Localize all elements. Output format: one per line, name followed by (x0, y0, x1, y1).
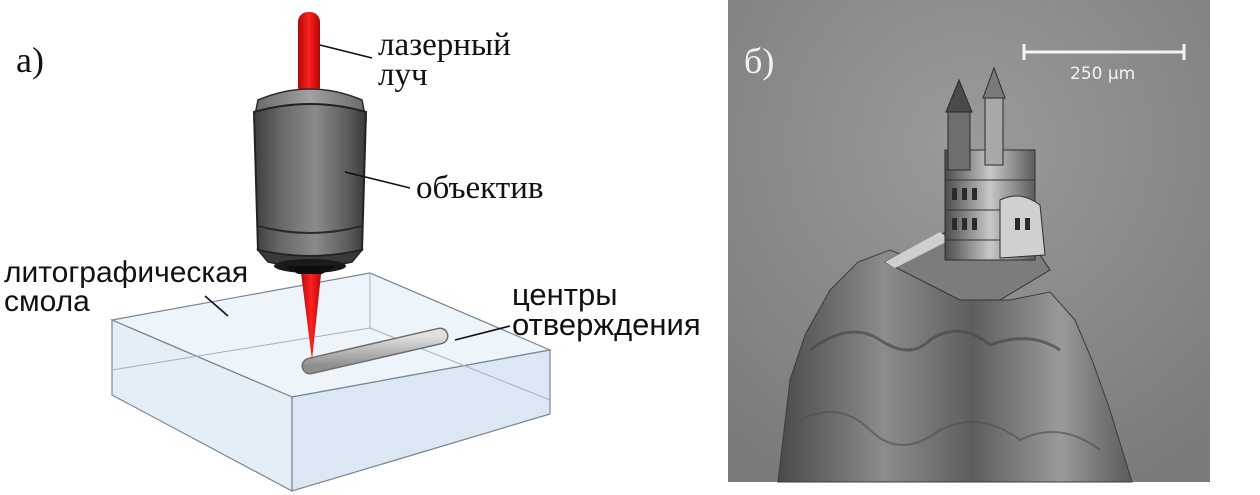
leader-lines (204, 44, 511, 341)
resin-label: литографическая смола (4, 256, 249, 318)
scale-bar-label: 250 μm (1070, 64, 1136, 84)
laser-beam-label: лазерный луч (378, 27, 511, 93)
resin-block (109, 272, 553, 492)
curing-line-2: отверждения (512, 307, 701, 342)
laser-beam-line-2: луч (378, 57, 428, 93)
objective-label: объектив (416, 170, 544, 206)
objective (252, 88, 368, 274)
curing-rod (301, 327, 449, 375)
leader-curing (454, 325, 511, 341)
curing-centers-label: центры отверждения (512, 277, 701, 342)
panel-a-label: а) (16, 40, 44, 80)
resin-line-2: смола (4, 285, 90, 318)
leader-laser (319, 44, 373, 59)
curing-line-1: центры (512, 277, 618, 312)
leader-objective (344, 171, 411, 189)
panel-b-label: б) (744, 41, 775, 81)
scale-bar (1022, 44, 1186, 60)
leader-resin (204, 295, 229, 317)
resin-line-1: литографическая (4, 256, 249, 289)
laser-beam (298, 12, 322, 360)
sem-image (728, 0, 1210, 483)
laser-beam-line-1: лазерный (378, 27, 511, 63)
